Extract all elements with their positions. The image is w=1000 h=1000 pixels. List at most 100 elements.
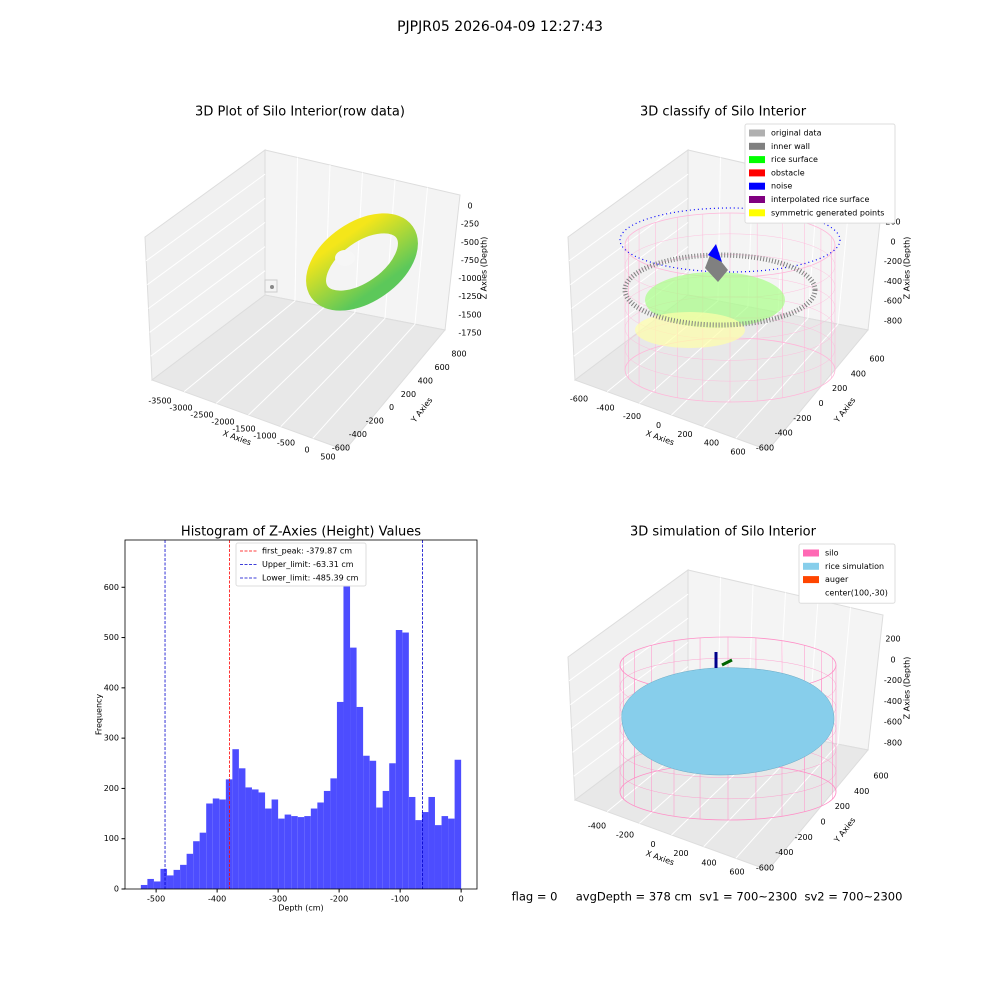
z-tick-label: 0 bbox=[890, 655, 895, 664]
pane-grid bbox=[671, 312, 779, 416]
y-tick-label: 400 bbox=[854, 787, 869, 796]
x-tick-label: 600 bbox=[730, 448, 745, 457]
x-tick-label: 200 bbox=[677, 430, 692, 439]
y-tick-label: 0 bbox=[389, 403, 394, 412]
x-tick-label: -1000 bbox=[253, 432, 276, 441]
pane-grid bbox=[571, 642, 689, 729]
x-tick-label: -500 bbox=[277, 439, 295, 448]
x-tick-label: -1500 bbox=[232, 425, 255, 434]
pane-grid bbox=[294, 157, 298, 301]
z-tick-label: -200 bbox=[884, 676, 902, 685]
z-tick-label: -750 bbox=[461, 256, 479, 265]
legend-swatch bbox=[749, 169, 765, 177]
bar bbox=[251, 789, 259, 889]
y-axis-label: Y Axies bbox=[832, 816, 858, 845]
legend-label: first_peak: -379.87 cm bbox=[262, 547, 352, 556]
x-tick-label: -400 bbox=[596, 403, 614, 412]
bar bbox=[369, 760, 377, 889]
x-axis-label: Depth (cm) bbox=[278, 904, 323, 913]
pane-grid bbox=[150, 270, 266, 357]
bar bbox=[376, 807, 383, 889]
bar bbox=[323, 790, 331, 889]
y-tick-label: 0 bbox=[114, 885, 119, 894]
x-tick-label: -3500 bbox=[148, 397, 171, 406]
y-tick-label: 600 bbox=[104, 583, 119, 592]
bar bbox=[167, 875, 174, 889]
x-tick-label: 0 bbox=[650, 840, 655, 849]
z-tick-label: -1750 bbox=[458, 329, 481, 338]
pane-grid bbox=[570, 197, 689, 286]
z-tick-label: -1500 bbox=[458, 310, 481, 319]
pane-grid bbox=[414, 187, 428, 325]
bar bbox=[408, 796, 416, 889]
pane-grid bbox=[703, 317, 809, 428]
pane-grid bbox=[735, 743, 839, 859]
pane-grid bbox=[571, 222, 689, 309]
x-axis-label: X Axies bbox=[645, 429, 676, 448]
bar bbox=[140, 884, 148, 889]
legend-swatch bbox=[803, 549, 819, 557]
bar bbox=[415, 820, 422, 889]
legend-swatch bbox=[749, 129, 765, 137]
rice-simulation bbox=[621, 667, 835, 776]
legend-swatch bbox=[803, 562, 819, 570]
bar bbox=[330, 778, 337, 889]
center-marker bbox=[721, 658, 733, 667]
legend-label: Upper_limit: -63.31 cm bbox=[262, 560, 354, 569]
bar bbox=[382, 790, 390, 889]
legend-label: auger bbox=[825, 575, 849, 584]
y-tick-label: 600 bbox=[869, 355, 884, 364]
legend-swatch bbox=[749, 196, 765, 203]
inner-wall bbox=[622, 252, 818, 328]
y-tick-label: -400 bbox=[775, 848, 793, 857]
bar bbox=[317, 802, 324, 889]
z-tick-label: -1250 bbox=[458, 292, 481, 301]
x-axis-label: X Axies bbox=[645, 849, 676, 868]
point-cloud bbox=[306, 213, 418, 311]
bar bbox=[428, 796, 435, 889]
bar bbox=[206, 803, 213, 889]
bar bbox=[212, 798, 220, 889]
pane-grid bbox=[312, 323, 416, 439]
x-tick-label: -400 bbox=[588, 822, 606, 831]
z-tick-label: -800 bbox=[884, 739, 902, 748]
bar bbox=[173, 869, 181, 889]
z-axis-label: Z Axies (Depth) bbox=[480, 237, 489, 300]
x-tick-label: 400 bbox=[704, 439, 719, 448]
y-tick-label: 500 bbox=[104, 633, 119, 642]
x-tick-label: 0 bbox=[656, 421, 661, 430]
z-tick-label: -200 bbox=[884, 257, 902, 266]
plot-frame bbox=[124, 539, 478, 890]
pane-grid bbox=[248, 312, 356, 416]
bar bbox=[441, 816, 449, 889]
pane-grid bbox=[145, 173, 266, 262]
bar bbox=[147, 878, 154, 889]
z-tick-label: -600 bbox=[884, 718, 902, 727]
point-cloud bbox=[335, 250, 355, 266]
x-tick-label: -600 bbox=[570, 395, 588, 404]
z-tick-label: -500 bbox=[461, 238, 479, 247]
bar bbox=[448, 818, 455, 889]
legend-label: symmetric generated points bbox=[771, 208, 884, 217]
legend-swatch bbox=[803, 576, 819, 584]
y-axis-label: Y Axies bbox=[832, 396, 858, 425]
z-tick-label: -400 bbox=[884, 697, 902, 706]
y-tick-label: -400 bbox=[349, 430, 367, 439]
legend-label: silo bbox=[825, 549, 839, 558]
bar bbox=[238, 768, 246, 889]
bar bbox=[180, 864, 187, 889]
z-axis-label: Z Axies (Depth) bbox=[903, 657, 912, 720]
y-tick-label: 600 bbox=[873, 772, 888, 781]
y-tick-label: 400 bbox=[104, 683, 119, 692]
x-tick-label: -3000 bbox=[169, 404, 192, 413]
bar bbox=[153, 881, 161, 889]
bar bbox=[350, 647, 357, 889]
x-tick-label: -300 bbox=[269, 895, 287, 904]
bar bbox=[160, 868, 168, 889]
pane-grid bbox=[568, 173, 689, 262]
legend-swatch bbox=[749, 156, 765, 164]
bar bbox=[363, 755, 370, 889]
x-tick-label: 200 bbox=[673, 849, 688, 858]
bar bbox=[265, 808, 272, 889]
